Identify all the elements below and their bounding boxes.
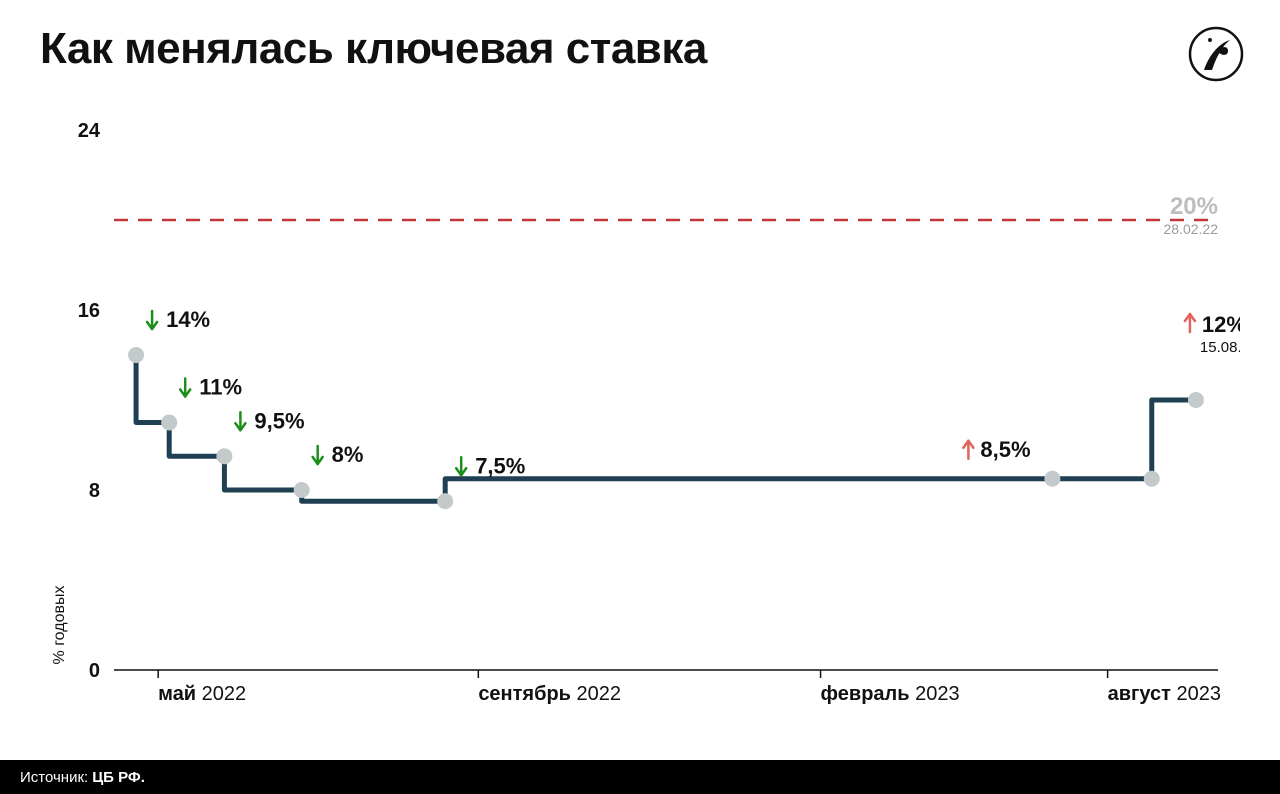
y-tick-label: 24 [78, 120, 101, 142]
source-label: Источник: [20, 769, 88, 786]
data-marker [437, 493, 453, 509]
arrow-down-icon [313, 446, 323, 464]
y-tick-label: 8 [89, 480, 100, 502]
value-label: 12% [1202, 312, 1240, 337]
arrow-up-icon [963, 441, 973, 459]
reference-date: 28.02.22 [1164, 221, 1219, 237]
source-footer: Источник: ЦБ РФ. [0, 760, 1280, 794]
x-tick-label: сентябрь 2022 [478, 683, 621, 705]
value-label: 8,5% [980, 437, 1030, 462]
reference-label: 20% [1170, 193, 1218, 220]
y-tick-label: 16 [78, 300, 100, 322]
value-date: 15.08.23 [1200, 339, 1240, 356]
chart-frame: Как менялась ключевая ставка 0 8 16 24 % год… [0, 0, 1280, 794]
rate-chart: 0 8 16 24 % годовых май 2022 сентябрь 2022 февр… [40, 110, 1240, 730]
data-marker [1188, 392, 1204, 408]
x-tick-label: август 2023 [1108, 683, 1221, 705]
chart-title: Как менялась ключевая ставка [40, 24, 707, 74]
data-marker [161, 415, 177, 431]
data-marker [1144, 471, 1160, 487]
publisher-logo-icon [1188, 26, 1244, 82]
data-marker [128, 347, 144, 363]
chart-svg: 0 8 16 24 % годовых май 2022 сентябрь 2022 февр… [40, 110, 1240, 730]
data-marker [1044, 471, 1060, 487]
value-label: 14% [166, 307, 210, 332]
y-tick-label: 0 [89, 660, 100, 682]
arrow-up-icon [1185, 314, 1195, 332]
value-label: 7,5% [475, 453, 525, 478]
value-label: 11% [199, 375, 242, 400]
arrow-down-icon [235, 412, 245, 430]
value-label: 9,5% [254, 408, 304, 433]
y-axis-label: % годовых [51, 586, 68, 665]
value-label: 8% [332, 442, 364, 467]
arrow-down-icon [147, 311, 157, 329]
arrow-down-icon [180, 379, 190, 397]
data-marker [294, 482, 310, 498]
x-tick-label: февраль 2023 [821, 683, 960, 705]
x-tick-label: май 2022 [158, 683, 246, 705]
data-marker [216, 448, 232, 464]
source-value: ЦБ РФ. [92, 769, 145, 786]
arrow-down-icon [456, 457, 466, 475]
